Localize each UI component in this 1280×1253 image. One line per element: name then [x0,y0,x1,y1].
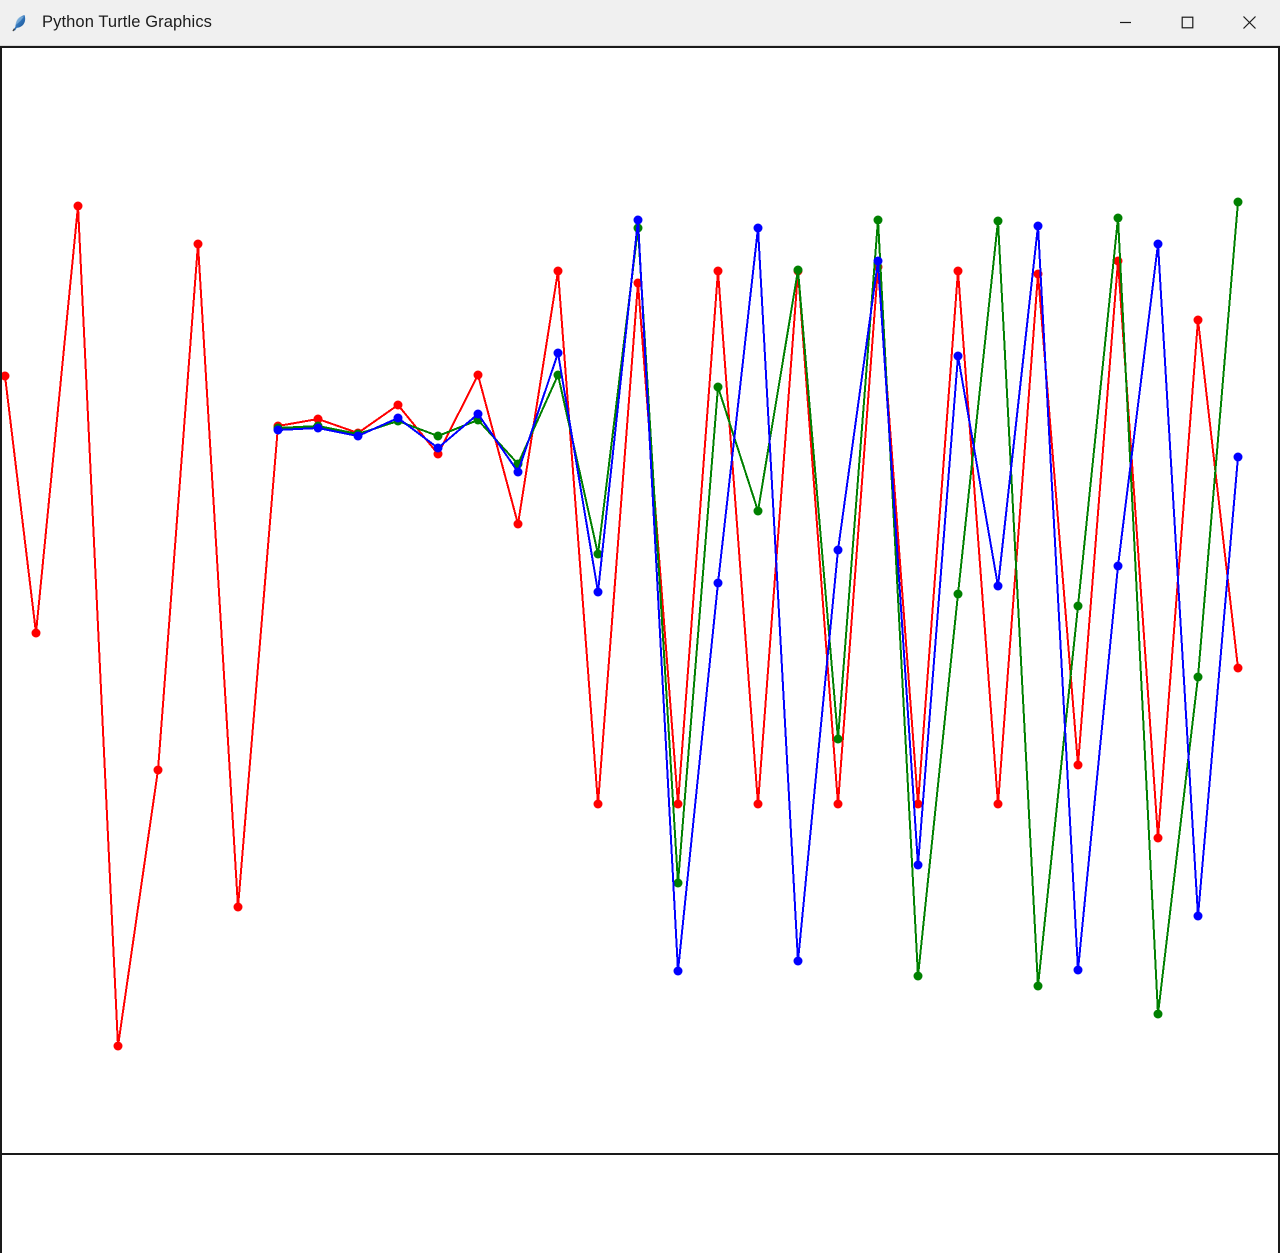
data-point [1073,965,1083,975]
series-green-series [273,197,1243,1019]
series-line [4,205,1239,1047]
data-point [993,581,1003,591]
status-strip [0,1153,1280,1253]
data-point [713,266,723,276]
data-point [833,799,843,809]
data-point [1033,981,1043,991]
data-point [1233,663,1243,673]
data-point [473,409,483,419]
data-point [1193,672,1203,682]
data-point [393,413,403,423]
window-title: Python Turtle Graphics [42,13,213,31]
data-point [753,506,763,516]
data-point [753,223,763,233]
data-point [553,266,563,276]
data-point [1233,452,1243,462]
series-red-series [2,201,1243,1051]
data-point [353,431,363,441]
data-point [553,370,563,380]
data-point [713,382,723,392]
data-point [833,545,843,555]
data-point [913,971,923,981]
turtle-canvas-area[interactable] [0,46,1280,1153]
data-point [833,734,843,744]
window-controls [1094,0,1280,45]
data-point [873,215,883,225]
data-point [1033,221,1043,231]
data-point [433,443,443,453]
data-point [153,765,163,775]
data-point [713,578,723,588]
data-point [1113,213,1123,223]
maximize-icon [1181,16,1194,29]
data-point [753,799,763,809]
data-point [113,1041,123,1051]
data-point [1233,197,1243,207]
multi-series-line-chart [2,197,1243,1051]
maximize-button[interactable] [1156,0,1218,45]
data-point [393,400,403,410]
data-point [273,425,283,435]
data-point [953,266,963,276]
data-point [1073,760,1083,770]
data-point [1113,561,1123,571]
title-bar[interactable]: Python Turtle Graphics [0,0,1280,46]
data-point [473,370,483,380]
data-point [513,467,523,477]
data-point [673,878,683,888]
data-point [953,589,963,599]
close-icon [1242,15,1257,30]
data-point [1153,1009,1163,1019]
data-point [313,414,323,424]
data-point [593,799,603,809]
data-point [233,902,243,912]
data-point [673,966,683,976]
data-point [1153,239,1163,249]
series-line [277,201,1239,1015]
python-feather-icon [10,13,42,33]
data-point [1193,911,1203,921]
minimize-icon [1119,16,1132,29]
data-point [31,628,41,638]
close-button[interactable] [1218,0,1280,45]
data-point [673,799,683,809]
data-point [793,265,803,275]
data-point [433,431,443,441]
data-point [553,348,563,358]
title-bar-left: Python Turtle Graphics [0,13,212,33]
data-point [1153,833,1163,843]
series-blue-series [273,215,1243,976]
data-point [513,519,523,529]
data-point [793,956,803,966]
data-point [953,351,963,361]
data-point [2,371,10,381]
data-point [913,799,923,809]
series-line [277,219,1239,972]
data-point [1193,315,1203,325]
data-point [193,239,203,249]
minimize-button[interactable] [1094,0,1156,45]
data-point [873,256,883,266]
data-point [993,216,1003,226]
data-point [593,549,603,559]
data-point [913,860,923,870]
data-point [593,587,603,597]
data-point [313,423,323,433]
data-point [73,201,83,211]
data-point [993,799,1003,809]
data-point [1073,601,1083,611]
data-point [633,215,643,225]
